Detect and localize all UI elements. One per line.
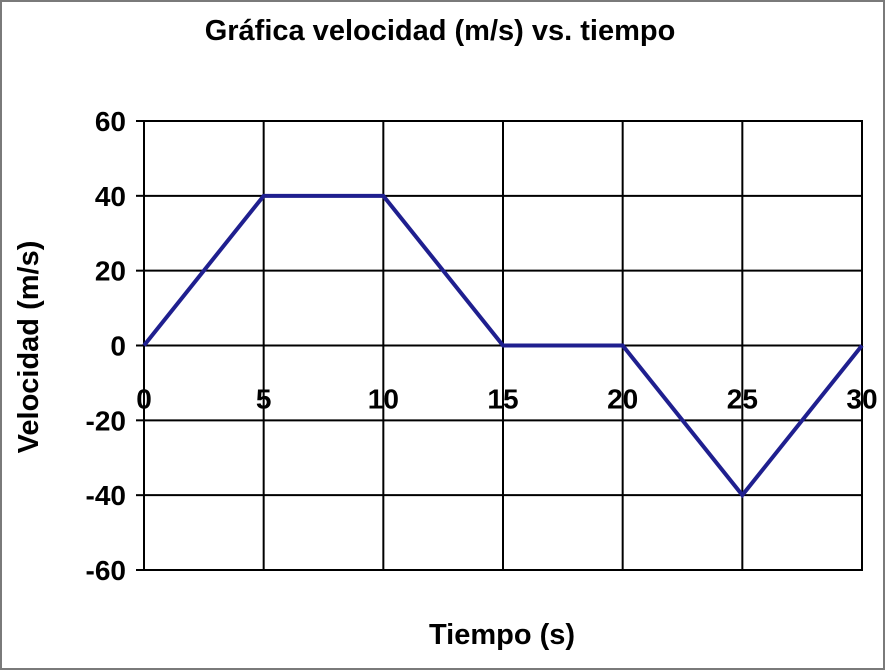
y-axis-label: Velocidad (m/s) (13, 241, 45, 454)
x-tick-label: 10 (368, 384, 399, 415)
y-tick-label: -60 (86, 555, 126, 586)
tick-labels: 60 40 20 0 -20 -40 -60 0 5 10 15 20 25 30 (86, 106, 878, 586)
x-axis-label: Tiempo (s) (429, 619, 575, 651)
x-tick-label: 25 (727, 384, 758, 415)
y-tick-label: 60 (95, 106, 126, 137)
y-tick-label: 20 (95, 256, 126, 287)
x-tick-label: 20 (607, 384, 638, 415)
x-tick-label: 0 (136, 384, 152, 415)
y-tick-label: -40 (86, 480, 126, 511)
grid (136, 120, 863, 571)
y-tick-label: -20 (86, 405, 126, 436)
y-tick-label: 40 (95, 181, 126, 212)
chart-title: Gráfica velocidad (m/s) vs. tiempo (205, 15, 676, 47)
x-tick-label: 5 (256, 384, 272, 415)
x-tick-label: 15 (487, 384, 518, 415)
series-layer (142, 193, 864, 499)
y-tick-label: 0 (110, 331, 126, 362)
x-tick-label: 30 (846, 384, 877, 415)
